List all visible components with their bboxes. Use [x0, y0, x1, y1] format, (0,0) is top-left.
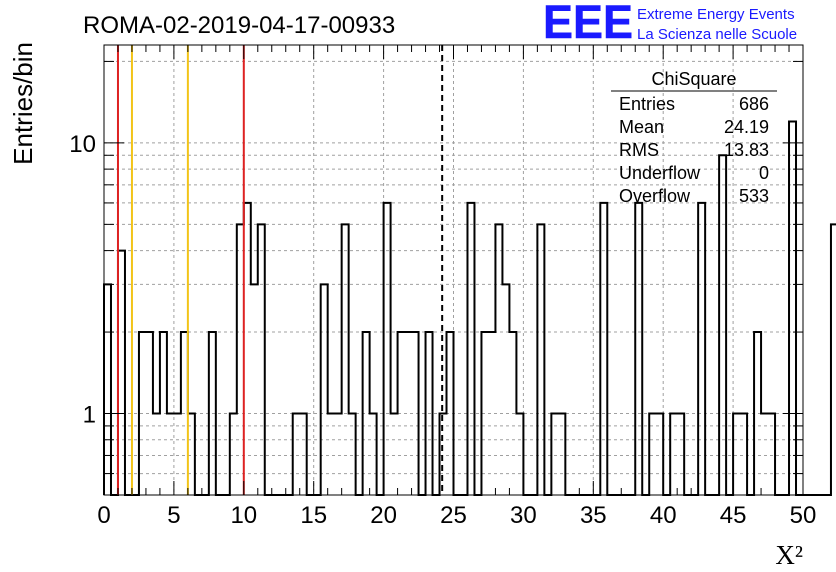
x-tick-label: 25 — [440, 502, 467, 529]
stats-value: 13.83 — [724, 140, 769, 160]
stats-label: Underflow — [619, 163, 701, 183]
y-tick-label: 10 — [69, 131, 96, 158]
histogram-bin — [719, 155, 726, 495]
histogram-bin — [342, 224, 349, 495]
histogram-bin — [244, 203, 251, 495]
histogram-outline — [103, 120, 836, 496]
reference-lines — [116, 45, 444, 495]
y-tick-label: 1 — [83, 402, 96, 429]
eee-logo: EEE — [543, 0, 633, 48]
stats-rows: Entries 686 Mean 24.19 RMS 13.83 Underflow 0 Ove… — [619, 94, 769, 206]
stats-label: RMS — [619, 140, 659, 160]
x-tick-label: 15 — [300, 502, 327, 529]
x-axis-label: X² — [775, 540, 803, 570]
chart-title: ROMA-02-2019-04-17-00933 — [83, 12, 395, 39]
stats-label: Mean — [619, 117, 664, 137]
histogram-bin — [118, 251, 125, 495]
x-tick-label: 10 — [230, 502, 257, 529]
histogram-bin — [321, 284, 328, 495]
x-tick-label: 5 — [167, 502, 180, 529]
x-tick-label: 40 — [650, 502, 677, 529]
histogram-bin — [537, 224, 544, 495]
x-tick-label: 35 — [580, 502, 607, 529]
histogram-bin — [467, 203, 474, 495]
stats-value: 24.19 — [724, 117, 769, 137]
x-tick-label: 50 — [790, 502, 817, 529]
stats-value: 0 — [759, 163, 769, 183]
stats-box: ChiSquare Entries 686 Mean 24.19 RMS 13.83 Und… — [611, 69, 777, 206]
stats-value: 686 — [739, 94, 769, 114]
histogram-bin — [698, 203, 705, 495]
stats-value: 533 — [739, 186, 769, 206]
tick-labels: 0 5 10 15 20 25 30 35 40 45 50 1 10 — [69, 131, 816, 529]
x-tick-label: 20 — [370, 502, 397, 529]
stats-label: Overflow — [619, 186, 691, 206]
logo-line-2: La Scienza nelle Scuole — [637, 26, 797, 43]
x-tick-label: 45 — [720, 502, 747, 529]
stats-label: Entries — [619, 94, 675, 114]
histogram-bin — [495, 224, 502, 495]
histogram-bin — [251, 284, 258, 495]
x-tick-label: 30 — [510, 502, 537, 529]
histogram-bin — [237, 224, 244, 495]
histogram-bin — [635, 203, 642, 495]
stats-title: ChiSquare — [651, 69, 736, 89]
histogram-bin — [384, 203, 391, 495]
y-axis-label: Entries/bin — [8, 42, 38, 165]
histogram-bin — [789, 121, 796, 495]
x-tick-label: 0 — [97, 502, 110, 529]
histogram-bin — [258, 224, 265, 495]
histogram — [103, 120, 836, 496]
logo-line-1: Extreme Energy Events — [637, 6, 795, 23]
histogram-bin — [104, 284, 111, 495]
histogram-bin — [502, 284, 509, 495]
axis-ticks — [103, 45, 804, 496]
histogram-bin — [600, 203, 607, 495]
